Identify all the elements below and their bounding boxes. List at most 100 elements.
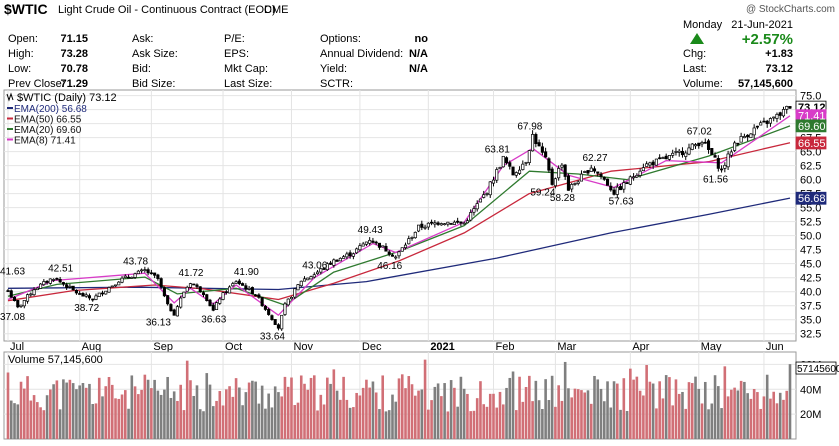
- volume-bar: [45, 395, 49, 439]
- candle: [254, 293, 258, 297]
- volume-bar: [225, 389, 228, 439]
- candle: [58, 276, 62, 284]
- volume-bar: [273, 386, 277, 439]
- candle-body: [693, 144, 698, 147]
- x-month-label: 2021: [430, 341, 454, 353]
- candle: [498, 166, 502, 170]
- candle: [501, 155, 505, 168]
- candle: [417, 224, 421, 233]
- volume-bar: [642, 395, 645, 439]
- candle-body: [241, 283, 245, 286]
- candle-body: [710, 148, 714, 155]
- volume-bar: [648, 381, 652, 439]
- candle: [586, 170, 590, 176]
- candle-body: [687, 147, 691, 155]
- volume-bar: [71, 383, 75, 439]
- volume-bar: [394, 401, 398, 439]
- candle: [713, 152, 717, 158]
- y-tick-label: 37.5: [800, 301, 821, 313]
- candle: [674, 147, 678, 156]
- candle: [201, 290, 206, 297]
- candle-body: [146, 269, 150, 274]
- candle-body: [260, 297, 264, 307]
- volume-tag-bg: [795, 361, 837, 375]
- candle: [192, 283, 196, 286]
- volume-bar: [107, 377, 111, 439]
- candle: [449, 222, 453, 225]
- candle-body: [524, 161, 528, 164]
- candle-body: [664, 155, 668, 160]
- volume-bar: [195, 385, 199, 439]
- volume-bar: [707, 409, 710, 439]
- candle: [403, 242, 408, 250]
- candle: [527, 150, 531, 166]
- volume-bar: [713, 375, 717, 439]
- quote-label: Annual Dividend:: [320, 48, 403, 60]
- candle-body: [596, 171, 600, 174]
- candle: [410, 236, 414, 241]
- candle: [65, 282, 69, 290]
- candle: [276, 323, 280, 331]
- volume-bar: [723, 366, 727, 439]
- candle: [394, 255, 398, 260]
- quote-label: P/E:: [224, 33, 245, 45]
- candle-body: [485, 193, 489, 195]
- volume-bar: [778, 392, 782, 439]
- candle-body: [638, 170, 642, 176]
- candle-body: [576, 181, 580, 184]
- volume-bar: [114, 398, 117, 439]
- candle: [61, 281, 65, 287]
- candle-body: [6, 290, 10, 292]
- quote-label: Options:: [320, 33, 361, 45]
- candle-body: [218, 298, 222, 304]
- price-annotations: 41.63 37.08 42.51 38.72 43.78 36.13 41.72 36.63…: [0, 121, 729, 342]
- candle-body: [504, 157, 509, 164]
- volume-bar: [612, 381, 616, 439]
- candle: [377, 242, 382, 250]
- candle-body: [697, 142, 701, 147]
- candle-body: [377, 242, 382, 248]
- candle-body: [312, 274, 316, 278]
- candle: [609, 182, 613, 192]
- volume-bar: [231, 396, 235, 439]
- candle-body: [117, 281, 121, 286]
- candle: [325, 262, 329, 271]
- candle: [117, 280, 121, 286]
- candle-body: [615, 186, 619, 195]
- volume-bar: [117, 398, 121, 439]
- volume-bar: [472, 410, 476, 439]
- quote-value: +1.83: [765, 48, 793, 60]
- candle: [241, 282, 245, 286]
- candle: [312, 272, 316, 279]
- quote-label: Volume:: [683, 78, 723, 90]
- candle-body: [387, 251, 391, 255]
- price-annotation: 62.27: [583, 153, 608, 164]
- candle-body: [368, 239, 372, 244]
- candle-body: [403, 244, 408, 249]
- volume-bar: [52, 384, 55, 439]
- candle: [335, 259, 339, 262]
- candle: [22, 300, 26, 309]
- volume-bar: [762, 396, 766, 439]
- quote-value: 73.28: [60, 48, 88, 60]
- candle: [218, 297, 222, 305]
- y-tick-label: 35.0: [800, 315, 821, 327]
- candle-body: [752, 127, 756, 136]
- volume-bar: [374, 392, 378, 439]
- candle-body: [706, 140, 711, 150]
- volume-bar: [257, 403, 261, 439]
- x-month-label: Nov: [293, 341, 313, 353]
- price-annotation: 33.64: [260, 332, 285, 343]
- price-annotation: 57.63: [609, 197, 634, 208]
- candle: [658, 154, 662, 160]
- candle: [765, 119, 769, 128]
- volume-bar: [312, 375, 316, 439]
- candle: [78, 290, 82, 295]
- candle: [45, 280, 49, 285]
- volume-bar: [397, 378, 401, 439]
- volume-bar: [563, 361, 567, 439]
- volume-bar: [453, 387, 456, 439]
- candle: [172, 308, 176, 316]
- candle: [420, 220, 424, 231]
- y-tick-label: 55.0: [800, 203, 821, 215]
